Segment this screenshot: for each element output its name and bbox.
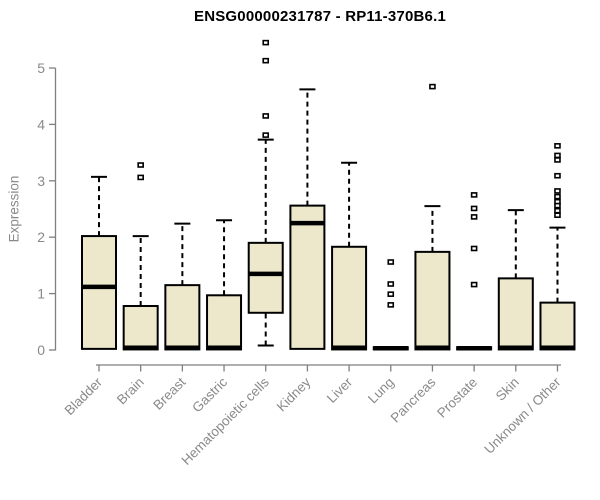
outlier-point xyxy=(554,152,561,159)
x-tick-label: Brain xyxy=(114,375,147,408)
outlier-point xyxy=(554,193,561,200)
outlier-point xyxy=(387,291,395,297)
box xyxy=(497,277,534,351)
outlier-point xyxy=(262,113,270,119)
x-tick-label: Gastric xyxy=(189,374,230,415)
y-tick-label: 1 xyxy=(37,286,45,302)
outlier-point xyxy=(387,281,395,287)
box xyxy=(289,204,326,350)
x-tick-label: Unknown / Other xyxy=(481,374,564,457)
chart-title: ENSG00000231787 - RP11-370B6.1 xyxy=(193,8,446,25)
outlier-point xyxy=(470,245,478,252)
outlier-point xyxy=(554,202,561,209)
outlier-point xyxy=(554,212,561,219)
box-group-bladder xyxy=(81,175,117,350)
box-group-breast xyxy=(164,222,201,351)
outlier-point xyxy=(470,214,478,220)
outlier-point xyxy=(554,188,561,194)
box xyxy=(331,245,368,351)
box xyxy=(414,250,451,351)
y-tick-label: 0 xyxy=(37,342,45,358)
outlier-point xyxy=(387,259,395,265)
outlier-point xyxy=(137,162,144,168)
outlier-point xyxy=(262,57,270,64)
box xyxy=(81,235,117,350)
outlier-point xyxy=(554,207,561,214)
box xyxy=(247,241,284,314)
box xyxy=(539,301,576,351)
outlier-point xyxy=(262,39,270,46)
box-group-gastric xyxy=(206,219,243,351)
box-group-liver xyxy=(331,161,368,351)
box xyxy=(206,294,243,351)
outlier-point xyxy=(554,172,561,179)
box-group-prostate xyxy=(456,192,493,351)
x-tick-label: Prostate xyxy=(434,375,480,421)
box-group-skin xyxy=(497,209,534,351)
box-group-kidney xyxy=(289,88,326,350)
box-group-pancreas xyxy=(414,83,451,351)
outlier-point xyxy=(470,205,478,212)
y-tick-label: 4 xyxy=(37,116,45,132)
outlier-point xyxy=(262,132,270,138)
box-group-brain xyxy=(122,162,159,351)
y-tick-label: 2 xyxy=(37,229,45,245)
x-tick-label: Pancreas xyxy=(388,374,439,425)
box-group-unknown-other xyxy=(539,143,576,351)
x-tick-label: Lung xyxy=(365,375,397,407)
outlier-point xyxy=(470,192,478,198)
x-tick-label: Skin xyxy=(493,375,522,404)
y-tick-label: 3 xyxy=(37,173,45,189)
x-tick-label: Kidney xyxy=(274,374,314,414)
x-tick-label: Bladder xyxy=(62,374,106,418)
outlier-point xyxy=(554,157,561,163)
box xyxy=(164,284,201,351)
outlier-point xyxy=(387,302,395,308)
outlier-point xyxy=(554,143,561,149)
box xyxy=(122,305,159,351)
box-group-lung xyxy=(372,259,409,351)
y-axis: 0 1 2 3 4 5 xyxy=(37,60,57,358)
outlier-point xyxy=(137,174,144,181)
outlier-point xyxy=(429,83,436,90)
box-group-hematopoietic-cells xyxy=(247,39,284,347)
outlier-point xyxy=(470,281,478,288)
x-tick-label: Liver xyxy=(324,374,356,406)
x-tick-label: Breast xyxy=(150,374,188,412)
y-tick-label: 5 xyxy=(37,60,45,76)
